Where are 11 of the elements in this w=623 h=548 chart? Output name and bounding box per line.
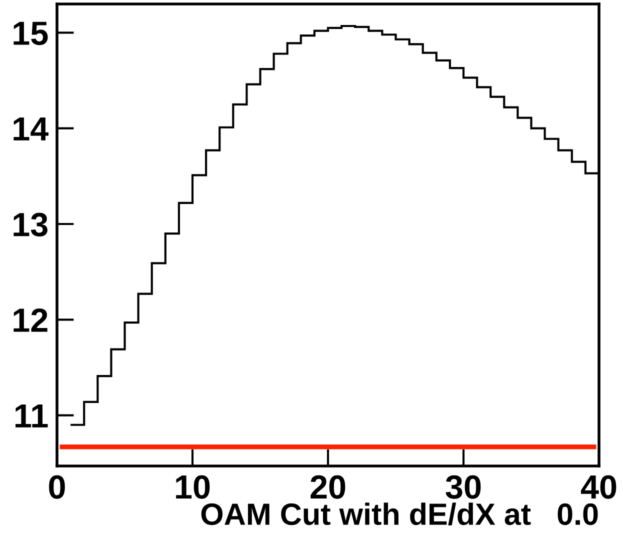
y-tick-label: 12 xyxy=(14,308,48,332)
x-tick-label: 0 xyxy=(49,475,65,499)
x-tick-label: 40 xyxy=(580,475,616,499)
y-tick-label: 13 xyxy=(14,212,48,236)
y-tick-label: 15 xyxy=(14,22,48,46)
y-tick-label: 14 xyxy=(14,117,48,140)
x-tick-label: 30 xyxy=(446,475,481,499)
y-tick-label: 11 xyxy=(16,404,48,428)
x-tick-label: 20 xyxy=(310,475,346,499)
x-tick-label: 10 xyxy=(176,475,210,499)
x-axis-title: OAM Cut with dE/dX at 0.0 xyxy=(201,502,598,526)
